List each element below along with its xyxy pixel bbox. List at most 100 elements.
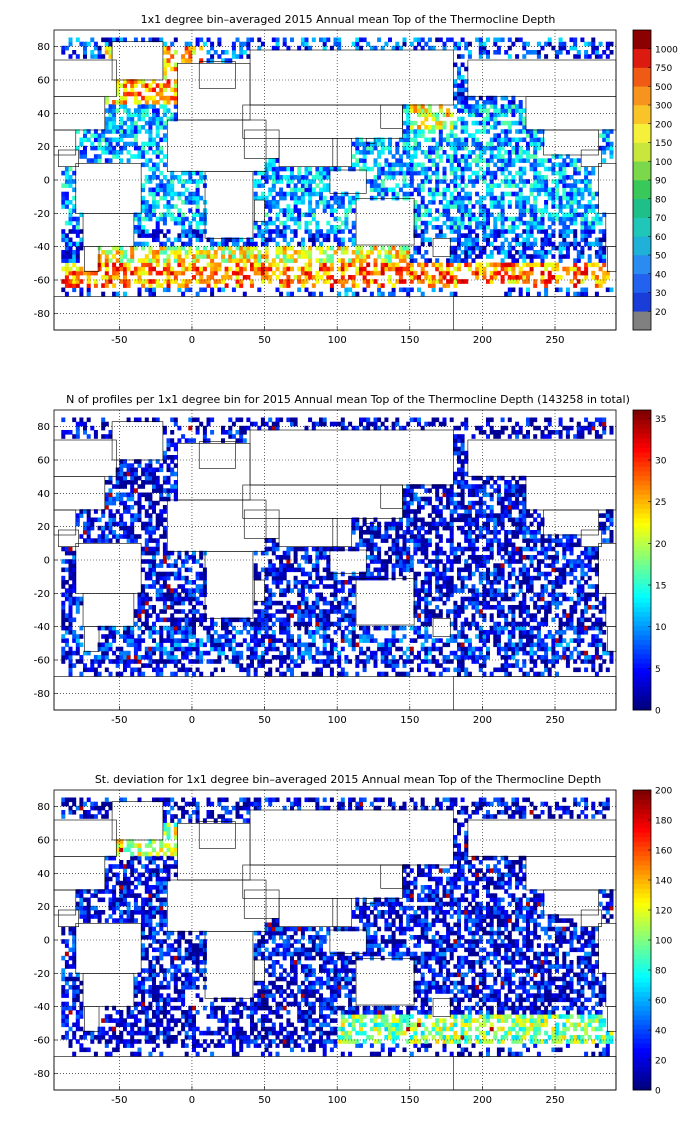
heatmap-cell <box>133 129 138 134</box>
heatmap-cell <box>402 162 407 168</box>
heatmap-cell <box>340 220 345 226</box>
heatmap-cell <box>482 663 487 668</box>
heatmap-cell <box>446 638 451 643</box>
heatmap-cell <box>61 254 66 259</box>
heatmap-cell <box>533 187 538 193</box>
heatmap-cell <box>184 617 189 623</box>
heatmap-cell <box>460 62 465 68</box>
heatmap-cell <box>518 287 523 293</box>
heatmap-cell <box>496 45 501 51</box>
heatmap-cell <box>438 125 443 130</box>
heatmap-cell <box>141 245 146 251</box>
heatmap-cell <box>61 229 66 234</box>
heatmap-cell <box>162 100 167 105</box>
heatmap-cell <box>224 625 229 631</box>
heatmap-cell <box>72 254 77 259</box>
heatmap-cell <box>322 596 327 602</box>
heatmap-cell <box>104 254 109 259</box>
heatmap-cell <box>558 220 563 226</box>
heatmap-cell <box>438 154 443 159</box>
heatmap-cell <box>170 625 175 631</box>
heatmap-cell <box>362 275 367 280</box>
heatmap-cell <box>438 275 443 280</box>
heatmap-cell <box>486 170 490 176</box>
heatmap-cell <box>467 104 472 109</box>
heatmap-cell <box>246 667 251 673</box>
heatmap-cell <box>166 83 171 88</box>
heatmap-cell <box>460 83 465 88</box>
heatmap-cell <box>482 630 487 635</box>
heatmap-cell <box>268 642 273 648</box>
heatmap-cell <box>576 634 581 639</box>
heatmap-cell <box>210 621 215 627</box>
heatmap-cell <box>199 275 204 280</box>
heatmap-cell <box>75 283 80 288</box>
heatmap-cell <box>555 287 559 293</box>
heatmap-cell <box>522 41 527 47</box>
heatmap-cell <box>464 125 469 130</box>
heatmap-cell <box>188 170 193 176</box>
heatmap-cell <box>195 609 200 614</box>
heatmap-cell <box>446 279 451 284</box>
heatmap-cell <box>137 125 142 130</box>
heatmap-cell <box>101 646 106 652</box>
heatmap-cell <box>584 183 589 188</box>
heatmap-cell <box>536 145 541 151</box>
heatmap-cell <box>453 237 458 243</box>
heatmap-cell <box>562 621 567 627</box>
heatmap-cell <box>133 659 138 664</box>
heatmap-cell <box>489 154 494 159</box>
heatmap-cell <box>515 137 520 143</box>
heatmap-cell <box>594 275 599 280</box>
heatmap-cell <box>79 655 84 660</box>
heatmap-cell <box>438 584 443 589</box>
heatmap-cell <box>72 204 77 209</box>
heatmap-cell <box>587 245 592 251</box>
heatmap-cell <box>471 95 476 101</box>
heatmap-cell <box>442 270 447 276</box>
heatmap-cell <box>453 625 458 631</box>
heatmap-cell <box>438 129 443 134</box>
heatmap-cell <box>417 655 421 660</box>
heatmap-cell <box>460 145 465 151</box>
heatmap-cell <box>369 141 374 147</box>
heatmap-cell <box>304 584 309 589</box>
heatmap-cell <box>478 667 483 673</box>
heatmap-cell <box>130 79 135 84</box>
heatmap-cell <box>195 233 200 238</box>
heatmap-cell <box>518 191 523 197</box>
heatmap-cell <box>457 225 461 230</box>
heatmap-cell <box>526 225 530 230</box>
heatmap-cell <box>515 129 520 134</box>
heatmap-cell <box>250 250 254 255</box>
heatmap-cell <box>188 241 193 247</box>
heatmap-cell <box>64 233 69 238</box>
heatmap-cell <box>297 588 302 593</box>
heatmap-cell <box>482 116 487 122</box>
heatmap-cell <box>453 584 458 589</box>
heatmap-cell <box>558 642 563 648</box>
heatmap-cell <box>264 613 269 618</box>
heatmap-cell <box>90 158 95 163</box>
heatmap-cell <box>435 588 440 593</box>
heatmap-cell <box>406 133 411 138</box>
heatmap-cell <box>329 225 334 230</box>
heatmap-cell <box>290 37 294 43</box>
heatmap-cell <box>573 166 578 172</box>
heatmap-cell <box>133 655 138 660</box>
heatmap-cell <box>446 642 451 648</box>
heatmap-cell <box>584 179 589 184</box>
heatmap-cell <box>442 195 447 201</box>
heatmap-cell <box>576 630 581 635</box>
heatmap-cell <box>435 208 440 213</box>
heatmap-cell <box>598 283 603 288</box>
heatmap-cell <box>141 104 146 109</box>
heatmap-cell <box>529 187 534 193</box>
heatmap-cell <box>562 655 567 660</box>
heatmap-cell <box>144 212 149 218</box>
heatmap-cell <box>68 605 73 610</box>
heatmap-cell <box>79 141 84 147</box>
coastline-shape <box>580 149 602 167</box>
heatmap-cell <box>369 183 374 188</box>
heatmap-cell <box>173 87 178 93</box>
